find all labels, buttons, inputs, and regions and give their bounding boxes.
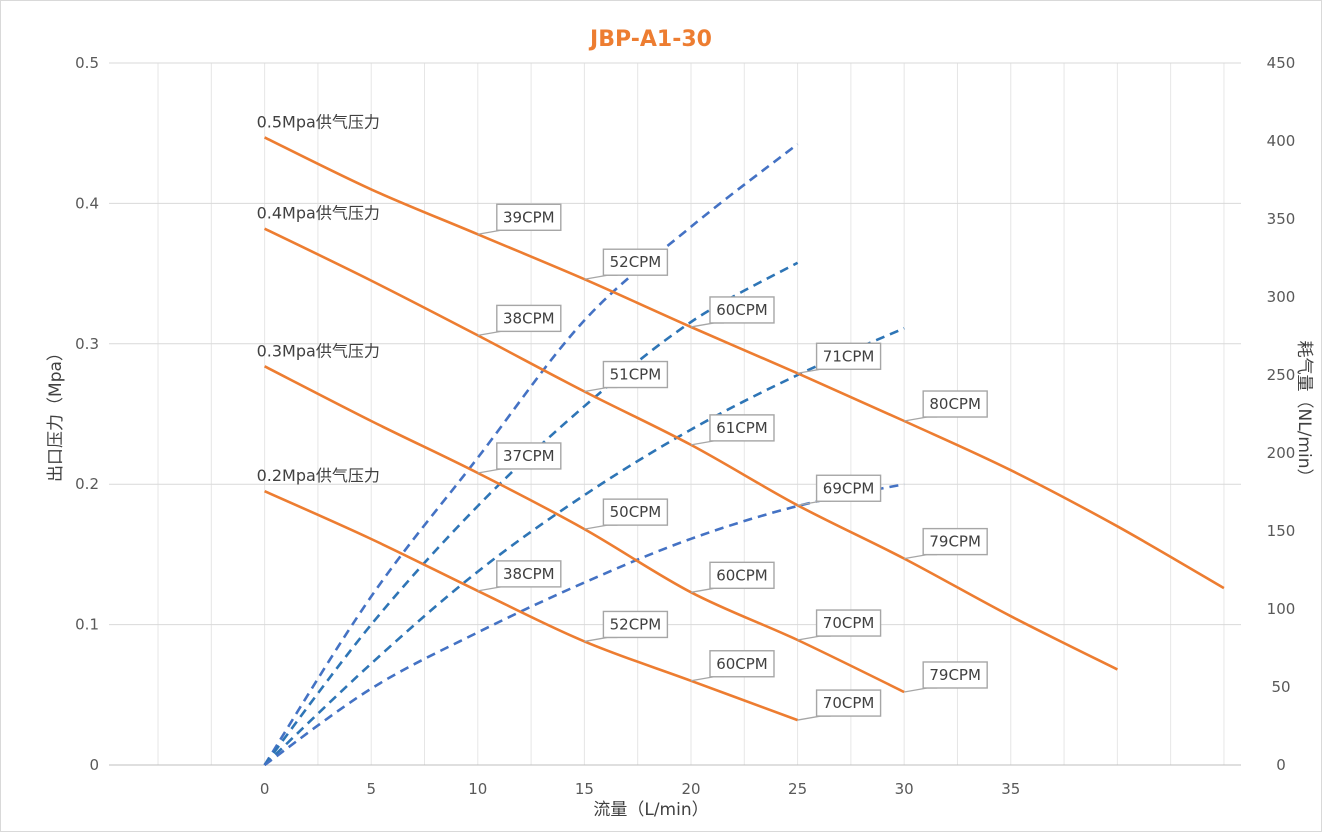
- callout-box: [496, 442, 562, 470]
- callout-label: 71CPM: [823, 347, 875, 365]
- x-tick-label: 20: [681, 780, 700, 798]
- cpm-callout: 60CPM: [690, 650, 775, 682]
- air-consumption-line-3: [263, 327, 905, 766]
- y-tick-label: 0.5: [75, 54, 99, 72]
- callout-box: [602, 498, 669, 526]
- cpm-callout: 52CPM: [584, 248, 669, 280]
- y2-tick-label: 100: [1267, 600, 1296, 618]
- series-label-1: 0.5Mpa供气压力: [257, 112, 380, 131]
- y2-tick-label: 0: [1276, 756, 1286, 774]
- cpm-callout: 38CPM: [477, 560, 562, 592]
- y-tick-label: 0.4: [75, 194, 99, 212]
- callout-box: [815, 342, 882, 370]
- cpm-callout: 60CPM: [690, 296, 775, 328]
- x-tick-label: 10: [468, 780, 487, 798]
- x-tick-label: 5: [366, 780, 376, 798]
- callout-label: 38CPM: [503, 565, 555, 583]
- cpm-callout: 38CPM: [477, 304, 562, 337]
- cpm-callout: 50CPM: [584, 498, 669, 530]
- callout-label: 52CPM: [610, 615, 662, 633]
- series-labels: 0.5Mpa供气压力 0.4Mpa供气压力 0.3Mpa供气压力 0.2Mpa供气压力: [257, 112, 380, 485]
- y2-tick-label: 350: [1267, 210, 1296, 228]
- callout-box: [922, 661, 988, 689]
- callout-box: [815, 689, 882, 717]
- callout-label: 61CPM: [716, 419, 768, 437]
- y-axis-title: 出口压力（Mpa）: [46, 344, 66, 482]
- callout-box: [602, 360, 669, 389]
- x-tick-label: 15: [575, 780, 594, 798]
- y2-tick-label: 300: [1267, 288, 1296, 306]
- callout-label: 38CPM: [503, 309, 555, 327]
- y2-tick-label: 150: [1267, 522, 1296, 540]
- callout-box: [602, 248, 669, 276]
- y2-tick-label: 200: [1267, 444, 1296, 462]
- series-label-3: 0.3Mpa供气压力: [257, 341, 380, 360]
- callout-box: [922, 390, 988, 418]
- cpm-callout: 79CPM: [904, 527, 988, 560]
- callout-label: 52CPM: [610, 253, 662, 271]
- y2-tick-label: 50: [1271, 678, 1290, 696]
- callout-label: 80CPM: [929, 395, 981, 413]
- cpm-callout: 80CPM: [904, 390, 988, 422]
- callout-box: [922, 527, 988, 556]
- x-tick-label: 35: [1001, 780, 1020, 798]
- y2-tick-label: 250: [1267, 366, 1296, 384]
- y2-tick-label: 450: [1267, 54, 1296, 72]
- callout-label: 79CPM: [929, 533, 981, 551]
- callout-label: 79CPM: [929, 666, 981, 684]
- series-label-2: 0.4Mpa供气压力: [257, 204, 380, 223]
- cpm-callout: 61CPM: [690, 414, 775, 446]
- callout-box: [496, 560, 562, 588]
- callout-label: 69CPM: [823, 479, 875, 497]
- callout-label: 70CPM: [823, 694, 875, 712]
- callout-label: 37CPM: [503, 447, 555, 465]
- pressure-line-1: [264, 136, 1225, 590]
- callout-box: [709, 296, 775, 324]
- y2-axis-title: 耗气量（NL/min）: [1294, 341, 1314, 486]
- cpm-callout: 70CPM: [797, 609, 882, 641]
- air-consumption-line-1: [263, 143, 799, 766]
- cpm-callout: 79CPM: [904, 661, 988, 693]
- grid: [109, 62, 1241, 766]
- cpm-callouts: 39CPM 52CPM 60CPM 71CPM 80CPM 38CPM 51CPM 61CPM…: [477, 203, 988, 721]
- y2-tick-label: 400: [1267, 132, 1296, 150]
- cpm-callout: 37CPM: [477, 442, 562, 474]
- cpm-callout: 39CPM: [477, 203, 562, 235]
- cpm-callout: 60CPM: [690, 561, 775, 593]
- callout-box: [496, 203, 562, 231]
- callout-box: [815, 474, 882, 502]
- cpm-callout: 52CPM: [584, 610, 669, 643]
- y-tick-label: 0: [89, 756, 99, 774]
- axes: JBP-A1-30 流量（L/min） 出口压力（Mpa） 耗气量（NL/min…: [46, 27, 1314, 820]
- cpm-callout: 71CPM: [797, 342, 882, 374]
- callout-box: [815, 609, 882, 637]
- callout-label: 51CPM: [610, 366, 662, 384]
- x-tick-label: 30: [895, 780, 914, 798]
- callout-label: 50CPM: [610, 503, 662, 521]
- x-tick-label: 0: [260, 780, 270, 798]
- x-tick-label: 25: [788, 780, 807, 798]
- callout-label: 70CPM: [823, 614, 875, 632]
- series-label-4: 0.2Mpa供气压力: [257, 466, 380, 485]
- y-tick-label: 0.3: [75, 335, 99, 353]
- chart-title: JBP-A1-30: [588, 27, 712, 52]
- y-tick-label: 0.2: [75, 475, 99, 493]
- callout-label: 60CPM: [716, 655, 768, 673]
- pressure-line-4: [264, 490, 799, 722]
- callout-box: [602, 610, 669, 639]
- callout-box: [496, 304, 562, 333]
- callout-label: 60CPM: [716, 566, 768, 584]
- callout-box: [709, 650, 775, 678]
- y-tick-label: 0.1: [75, 616, 99, 634]
- x-axis-title: 流量（L/min）: [593, 800, 708, 820]
- callout-label: 60CPM: [716, 301, 768, 319]
- cpm-callout: 70CPM: [797, 689, 882, 721]
- callout-label: 39CPM: [503, 208, 555, 226]
- callout-box: [709, 561, 775, 590]
- callout-box: [709, 414, 775, 442]
- cpm-callout: 51CPM: [584, 360, 669, 393]
- cpm-callout: 69CPM: [797, 474, 882, 506]
